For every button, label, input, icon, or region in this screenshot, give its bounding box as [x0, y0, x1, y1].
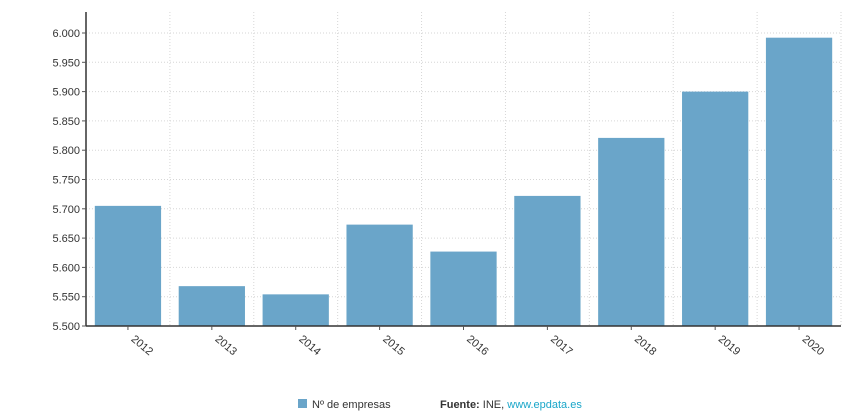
x-tick-label: 2014: [296, 333, 322, 358]
bar: [178, 286, 245, 326]
bar: [514, 195, 581, 326]
x-tick-label: 2020: [800, 333, 826, 358]
legend-label: Nº de empresas: [312, 399, 391, 411]
x-tick-label: 2018: [632, 333, 658, 358]
bar: [430, 251, 497, 326]
bar: [765, 37, 833, 327]
source-text: INE,: [480, 399, 508, 411]
y-tick-label: 5.950: [52, 57, 80, 69]
bar: [94, 205, 162, 326]
source-link[interactable]: www.epdata.es: [506, 399, 582, 411]
bar: [346, 224, 413, 326]
y-tick-label: 6.000: [52, 28, 80, 40]
y-axis-ticks: 5.500 5.550 5.600 5.650 5.700 5.750 5.800 5.850…: [52, 28, 86, 333]
legend: Nº de empresas Fuente: INE, www.epdata.e…: [298, 399, 582, 411]
y-tick-label: 5.750: [52, 175, 80, 187]
x-tick-label: 2017: [548, 333, 574, 358]
y-tick-label: 5.800: [52, 145, 80, 157]
y-tick-label: 5.550: [52, 292, 80, 304]
y-tick-label: 5.700: [52, 204, 80, 216]
legend-swatch: [298, 399, 307, 408]
y-tick-label: 5.600: [52, 262, 80, 274]
y-tick-label: 5.850: [52, 116, 80, 128]
source-label: Fuente:: [440, 399, 480, 411]
x-tick-label: 2013: [213, 333, 239, 358]
source-line: Fuente: INE, www.epdata.es: [440, 399, 582, 411]
x-tick-label: 2012: [129, 333, 155, 358]
bar: [262, 294, 329, 326]
x-tick-label: 2016: [464, 333, 490, 358]
y-tick-label: 5.500: [52, 321, 80, 333]
x-tick-label: 2015: [380, 333, 406, 358]
y-tick-label: 5.650: [52, 233, 80, 245]
x-axis-ticks: 2012 2013 2014 2015 2016 2017 2018 2019 2020: [127, 326, 826, 358]
bar: [598, 137, 665, 326]
bar: [682, 91, 749, 326]
grid-lines: [85, 12, 842, 327]
bars: [94, 37, 833, 327]
y-tick-label: 5.900: [52, 87, 80, 99]
x-tick-label: 2019: [716, 333, 742, 358]
